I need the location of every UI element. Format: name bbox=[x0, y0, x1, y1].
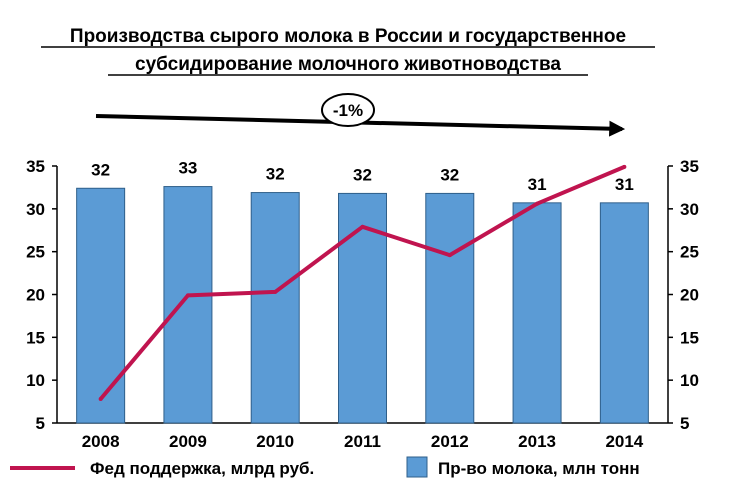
x-tick-label: 2008 bbox=[82, 432, 120, 451]
left-tick-label: 20 bbox=[26, 286, 45, 305]
left-tick-label: 30 bbox=[26, 200, 45, 219]
x-tick-label: 2014 bbox=[605, 432, 643, 451]
left-tick-label: 25 bbox=[26, 243, 45, 262]
right-tick-label: 10 bbox=[680, 371, 699, 390]
plot-area: 35 35 30 30 25 25 20 20 15 15 10 10 5 5 32 2008 33 2009 32… bbox=[26, 157, 699, 451]
legend-bar-swatch bbox=[406, 456, 428, 478]
support-point bbox=[98, 397, 103, 402]
right-tick-label: 15 bbox=[680, 328, 699, 347]
support-point bbox=[622, 164, 627, 169]
left-tick-label: 5 bbox=[36, 414, 45, 433]
bar-value-label: 33 bbox=[178, 159, 197, 178]
bar bbox=[425, 192, 475, 424]
x-tick-label: 2011 bbox=[344, 432, 381, 451]
support-point bbox=[447, 253, 452, 258]
support-point bbox=[185, 293, 190, 298]
trend-annotation: -1% bbox=[333, 101, 363, 120]
right-tick-label: 25 bbox=[680, 243, 699, 262]
trend-badge bbox=[321, 93, 375, 127]
bar-value-label: 31 bbox=[528, 175, 547, 194]
support-point bbox=[535, 201, 540, 206]
left-tick-label: 35 bbox=[26, 157, 45, 176]
bar bbox=[163, 186, 213, 424]
bar-value-label: 32 bbox=[353, 165, 372, 184]
right-tick-label: 5 bbox=[680, 414, 689, 433]
x-tick-label: 2009 bbox=[169, 432, 207, 451]
bar bbox=[250, 192, 300, 424]
support-point bbox=[360, 224, 365, 229]
left-tick-label: 10 bbox=[26, 371, 45, 390]
left-tick-label: 15 bbox=[26, 328, 45, 347]
x-tick-label: 2012 bbox=[431, 432, 469, 451]
bar-value-label: 32 bbox=[91, 160, 110, 179]
legend-label-support: Фед поддержка, млрд руб. bbox=[90, 459, 314, 478]
bar bbox=[76, 187, 126, 424]
legend-label-milk: Пр-во молока, млн тонн bbox=[438, 459, 640, 478]
bar bbox=[512, 202, 562, 424]
right-tick-label: 30 bbox=[680, 200, 699, 219]
bar-value-label: 32 bbox=[266, 165, 285, 184]
legend: Фед поддержка, млрд руб. Пр-во молока, м… bbox=[10, 456, 640, 478]
right-tick-label: 20 bbox=[680, 286, 699, 305]
bar-value-label: 31 bbox=[615, 175, 634, 194]
chart-title-line1: Производства сырого молока в России и го… bbox=[70, 26, 626, 47]
x-tick-label: 2013 bbox=[518, 432, 556, 451]
support-point bbox=[273, 289, 278, 294]
x-tick-label: 2010 bbox=[256, 432, 294, 451]
bar-value-label: 32 bbox=[440, 165, 459, 184]
chart-title-line2: субсидирование молочного животноводства bbox=[135, 54, 561, 75]
right-tick-label: 35 bbox=[680, 157, 699, 176]
bar bbox=[599, 202, 649, 424]
